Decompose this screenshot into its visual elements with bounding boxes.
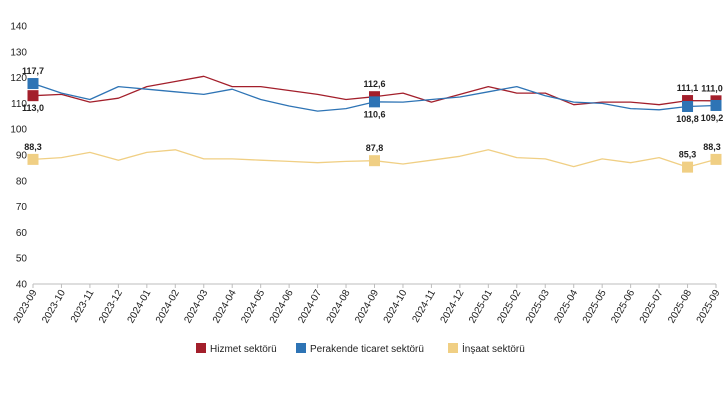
y-tick-label: 80 <box>16 176 28 187</box>
y-tick-label: 100 <box>10 125 27 136</box>
data-point-marker <box>682 95 694 107</box>
data-label: 112,6 <box>363 79 385 89</box>
y-tick-label: 130 <box>10 47 27 58</box>
x-tick-label: 2024-12 <box>439 288 467 326</box>
data-labels: 113,0 117,7 88,3 112,6 110,6 87,8 111,1 108,8 85… <box>22 66 723 160</box>
data-label: 117,7 <box>22 66 44 76</box>
y-tick-label: 70 <box>16 202 28 213</box>
data-label: 108,8 <box>676 114 699 124</box>
data-point-marker <box>710 153 722 165</box>
data-label: 88,3 <box>703 142 721 152</box>
legend-swatch <box>196 343 206 353</box>
legend-swatch <box>296 343 306 353</box>
legend: Hizmet sektörü Perakende ticaret sektörü İ… <box>196 342 525 355</box>
x-tick-label: 2024-10 <box>382 288 410 326</box>
y-tick-label: 110 <box>11 99 27 110</box>
data-point-marker <box>27 78 39 90</box>
legend-label: Hizmet sektörü <box>210 344 277 355</box>
series-lines <box>32 75 717 168</box>
x-tick-label: 2023-10 <box>40 288 68 326</box>
x-tick-label: 2025-06 <box>609 288 637 326</box>
data-point-marker <box>682 100 694 112</box>
x-tick-label: 2025-03 <box>524 288 552 326</box>
x-tick-label: 2025-04 <box>552 288 580 326</box>
y-tick-label: 120 <box>10 73 27 84</box>
y-axis: 40 50 60 70 80 90 100 110 120 130 140 <box>10 22 27 291</box>
x-tick-label: 2025-09 <box>695 288 723 326</box>
legend-label: İnşaat sektörü <box>462 342 525 355</box>
x-tick-label: 2025-08 <box>666 288 694 326</box>
x-tick-label: 2024-04 <box>211 288 239 326</box>
data-label: 113,0 <box>22 103 44 113</box>
data-label: 88,3 <box>24 142 42 152</box>
x-tick-label: 2024-02 <box>154 288 182 326</box>
x-tick-label: 2024-06 <box>268 288 296 326</box>
data-point-marker <box>682 161 694 173</box>
x-tick-label: 2024-03 <box>182 288 210 326</box>
data-point-marker <box>27 90 39 102</box>
x-tick-label: 2024-05 <box>239 288 267 326</box>
data-point-marker <box>369 155 380 167</box>
x-tick-label: 2023-11 <box>69 288 97 325</box>
x-tick-label: 2025-05 <box>581 288 609 326</box>
x-tick-label: 2023-12 <box>97 288 125 326</box>
x-axis: 2023-09 2023-10 2023-11 2023-12 2024-01 2024-… <box>12 283 723 326</box>
data-label: 109,2 <box>701 113 724 123</box>
x-tick-label: 2024-08 <box>325 288 353 326</box>
data-label: 111,0 <box>701 83 723 93</box>
y-tick-label: 40 <box>16 280 28 291</box>
x-tick-label: 2025-02 <box>496 288 524 326</box>
legend-swatch <box>448 343 458 353</box>
data-label: 87,8 <box>366 143 384 153</box>
x-tick-label: 2024-09 <box>353 288 381 326</box>
y-tick-label: 140 <box>10 22 27 33</box>
x-tick-label: 2025-07 <box>638 288 666 326</box>
y-tick-label: 60 <box>16 228 28 239</box>
legend-label: Perakende ticaret sektörü <box>310 344 424 355</box>
y-tick-label: 90 <box>16 151 28 162</box>
data-point-marker <box>369 96 380 108</box>
x-tick-label: 2024-11 <box>411 288 439 325</box>
x-tick-label: 2024-01 <box>126 288 154 326</box>
data-point-marker <box>710 99 722 111</box>
data-label: 111,1 <box>677 83 699 93</box>
y-tick-label: 50 <box>16 254 28 265</box>
x-tick-label: 2025-01 <box>467 288 495 326</box>
data-label: 85,3 <box>679 150 697 160</box>
data-label: 110,6 <box>363 109 385 119</box>
x-tick-label: 2023-09 <box>12 288 40 326</box>
data-point-marker <box>27 153 39 165</box>
x-tick-label: 2024-07 <box>296 288 324 326</box>
series-markers <box>27 78 722 173</box>
